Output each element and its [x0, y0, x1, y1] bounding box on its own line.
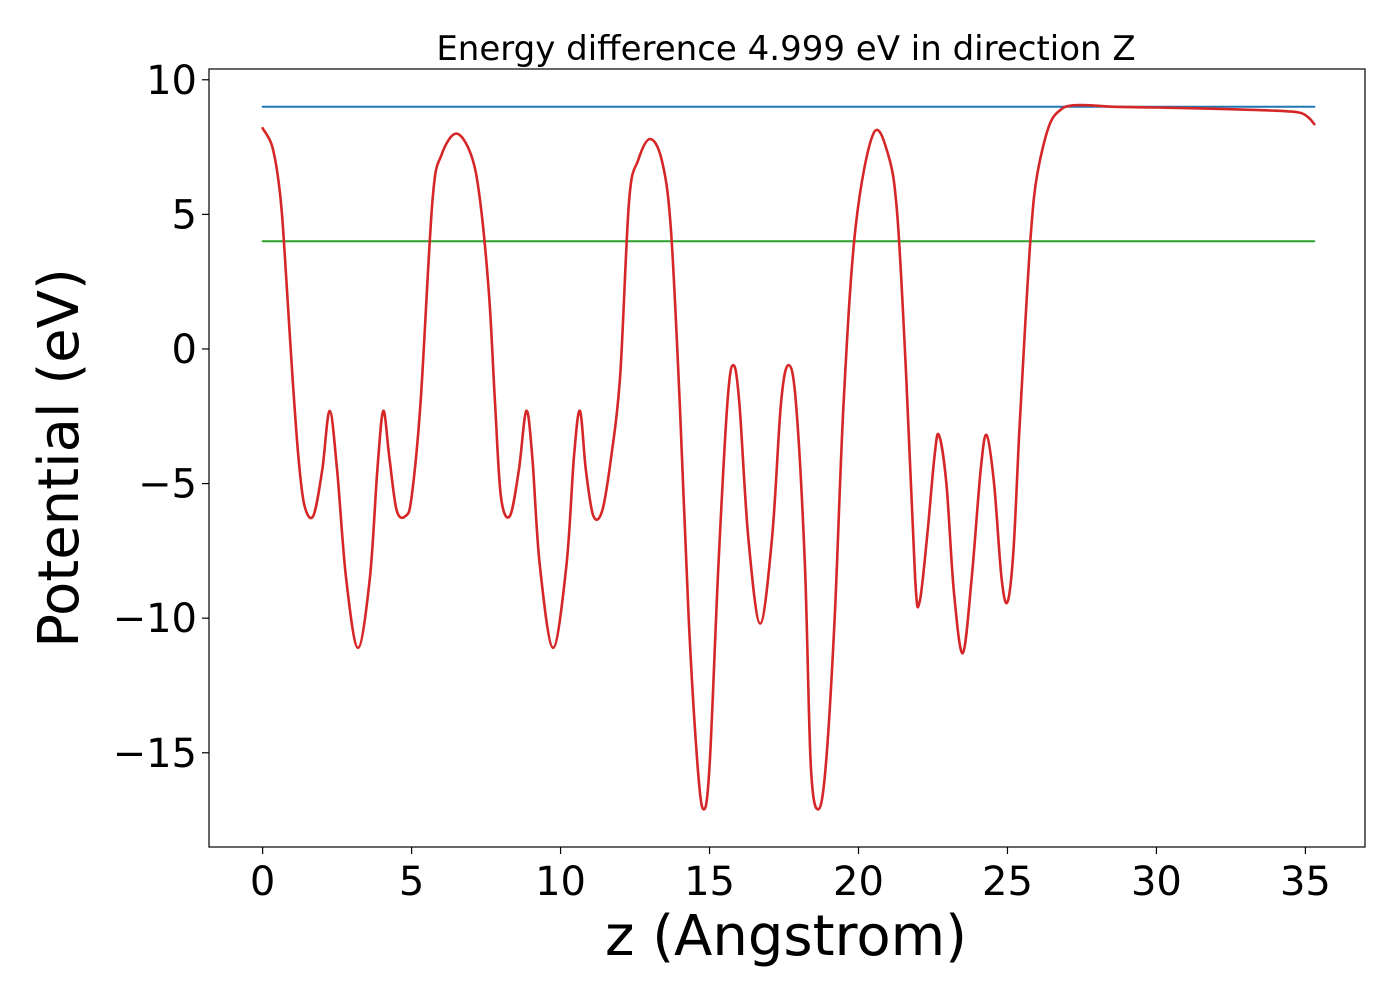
y-tick-label: 10 [146, 58, 197, 104]
x-tick-label: 25 [982, 859, 1033, 905]
potential-curve [261, 103, 1316, 811]
plot-frame [208, 68, 1366, 848]
x-tick-label: 0 [250, 859, 275, 905]
y-tick-label: 5 [172, 192, 197, 238]
x-tick-label: 30 [1131, 859, 1182, 905]
y-tick-label: −15 [113, 731, 197, 777]
y-axis-label: Potential (eV) [27, 268, 92, 648]
y-tick-label: −10 [113, 596, 197, 642]
x-tick-label: 5 [399, 859, 424, 905]
x-tick-label: 35 [1280, 859, 1331, 905]
chart-title: Energy difference 4.999 eV in direction … [436, 29, 1135, 69]
x-axis: 0 5 10 15 20 25 30 35 [250, 847, 1331, 905]
x-tick-label: 15 [684, 859, 735, 905]
y-axis: 10 5 0 −5 −10 −15 [113, 58, 209, 777]
x-axis-label: z (Angstrom) [605, 904, 967, 969]
y-tick-label: −5 [138, 462, 197, 508]
y-tick-label: 0 [172, 327, 197, 373]
series-layer [261, 103, 1316, 811]
x-tick-label: 20 [833, 859, 884, 905]
x-tick-label: 10 [535, 859, 586, 905]
